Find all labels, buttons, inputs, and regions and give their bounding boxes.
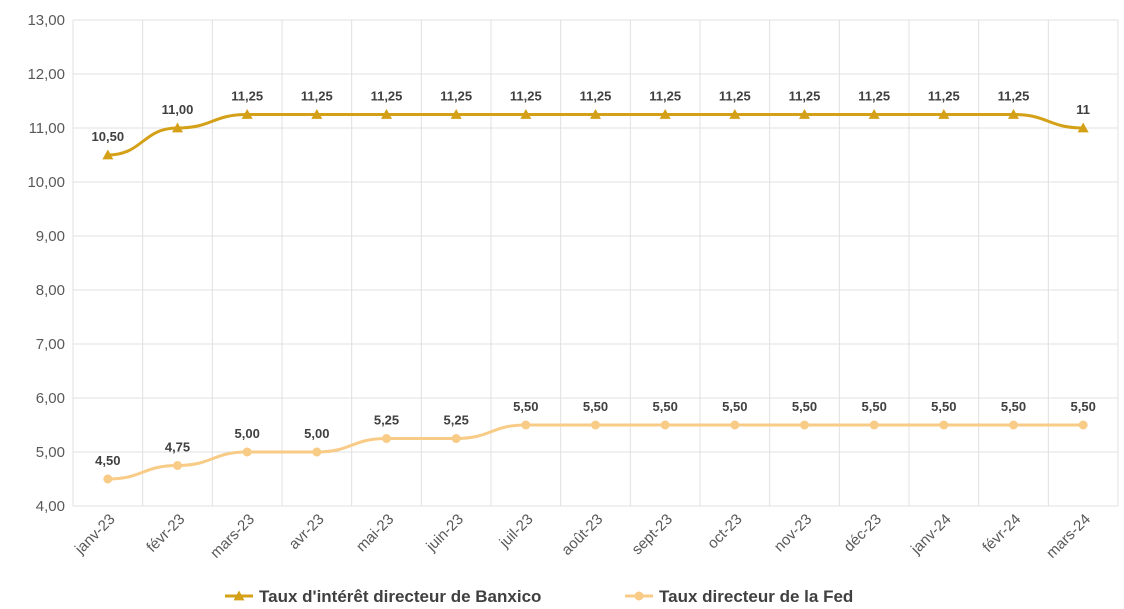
data-label: 11,25 — [719, 89, 751, 104]
data-point — [1077, 122, 1089, 133]
x-tick-label: oct-23 — [704, 511, 746, 553]
x-tick-label: mars-23 — [207, 511, 258, 562]
data-label: 11,25 — [858, 89, 890, 104]
data-label: 11,00 — [162, 102, 194, 117]
data-label: 5,00 — [235, 426, 260, 441]
series — [102, 109, 1089, 484]
data-point — [172, 122, 183, 133]
data-label: 5,50 — [583, 399, 608, 414]
legend-item: Taux directeur de la Fed — [625, 587, 853, 606]
data-point — [659, 109, 671, 119]
data-point — [173, 461, 182, 470]
data-label: 5,00 — [304, 426, 329, 441]
x-tick-label: juil-23 — [496, 511, 537, 552]
x-tick-label: août-23 — [558, 511, 606, 559]
x-tick-label: déc-23 — [841, 511, 885, 555]
data-point — [242, 447, 252, 457]
x-tick-label: nov-23 — [771, 511, 815, 555]
data-point — [450, 109, 462, 119]
data-point — [1009, 420, 1018, 430]
data-label: 11,25 — [231, 89, 263, 104]
data-label: 5,25 — [374, 413, 399, 428]
data-point — [590, 109, 601, 119]
data-label: 5,50 — [653, 399, 678, 414]
data-label: 5,50 — [722, 399, 747, 414]
data-label: 5,50 — [1071, 399, 1096, 414]
data-label: 5,25 — [444, 413, 469, 428]
data-label: 5,50 — [513, 399, 538, 414]
y-tick-label: 9,00 — [36, 228, 65, 245]
x-tick-label: mars-24 — [1043, 511, 1094, 562]
data-label: 5,50 — [792, 399, 817, 414]
y-tick-label: 12,00 — [27, 66, 65, 83]
data-point — [660, 420, 670, 430]
data-point — [868, 109, 880, 119]
data-point — [241, 109, 253, 119]
x-tick-label: avr-23 — [286, 511, 328, 553]
data-point — [939, 420, 949, 430]
data-label: 5,50 — [931, 399, 956, 414]
data-point — [451, 434, 461, 443]
data-label: 4,75 — [165, 440, 190, 455]
data-point — [1008, 109, 1019, 119]
data-point — [1078, 420, 1088, 430]
data-label: 11,25 — [928, 89, 960, 104]
data-point — [521, 420, 531, 430]
data-point — [311, 109, 323, 119]
x-tick-label: sept-23 — [629, 511, 676, 558]
x-tick-label: mai-23 — [353, 511, 397, 555]
y-tick-label: 4,00 — [36, 498, 65, 515]
data-point — [869, 420, 879, 430]
x-tick-label: janv-24 — [907, 511, 955, 559]
data-point — [381, 109, 392, 119]
series-line — [107, 423, 1084, 481]
series-banxico — [102, 109, 1089, 160]
y-tick-label: 8,00 — [36, 282, 65, 299]
legend-swatch-marker — [233, 590, 245, 601]
data-point — [103, 474, 113, 484]
series-fed — [103, 420, 1088, 484]
x-tick-label: janv-23 — [71, 511, 119, 559]
data-point — [729, 109, 741, 119]
legend-swatch-marker — [634, 591, 644, 601]
data-point — [938, 109, 950, 119]
data-label: 11,25 — [440, 89, 472, 104]
data-label: 11,25 — [371, 89, 403, 104]
data-label: 11,25 — [998, 89, 1030, 104]
data-label: 11,25 — [301, 89, 333, 104]
data-labels: 10,50 11,00 11,25 11,25 11,25 11,25 11,25 11,25… — [92, 89, 1096, 469]
x-tick-label: févr-24 — [979, 511, 1024, 556]
data-point — [312, 447, 322, 457]
y-tick-label: 5,00 — [36, 444, 65, 461]
legend: Taux d'intérêt directeur de Banxico Taux … — [225, 587, 853, 606]
y-tick-label: 13,00 — [27, 12, 65, 29]
data-label: 5,50 — [1001, 399, 1026, 414]
x-tick-label: juin-23 — [422, 511, 467, 556]
data-point — [800, 420, 809, 430]
data-point — [102, 149, 114, 160]
data-point — [520, 109, 532, 119]
data-label: 11,25 — [789, 89, 821, 104]
data-point — [382, 434, 391, 443]
data-label: 11,25 — [580, 89, 612, 104]
y-tick-label: 10,00 — [27, 174, 65, 191]
data-label: 5,50 — [862, 399, 887, 414]
data-label: 11,25 — [510, 89, 542, 104]
legend-label: Taux directeur de la Fed — [659, 587, 853, 606]
data-label: 11,25 — [649, 89, 681, 104]
data-label: 10,50 — [92, 129, 125, 144]
data-label: 11 — [1076, 102, 1090, 117]
y-tick-label: 11,00 — [29, 120, 65, 137]
legend-item: Taux d'intérêt directeur de Banxico — [225, 587, 541, 606]
y-tick-label: 6,00 — [36, 390, 65, 407]
data-point — [591, 420, 600, 430]
series-line — [107, 112, 1084, 157]
data-point — [799, 109, 810, 119]
legend-label: Taux d'intérêt directeur de Banxico — [259, 587, 541, 606]
x-tick-label: févr-23 — [143, 511, 188, 556]
data-label: 4,50 — [95, 453, 120, 468]
data-point — [730, 420, 740, 430]
y-tick-label: 7,00 — [36, 336, 65, 353]
